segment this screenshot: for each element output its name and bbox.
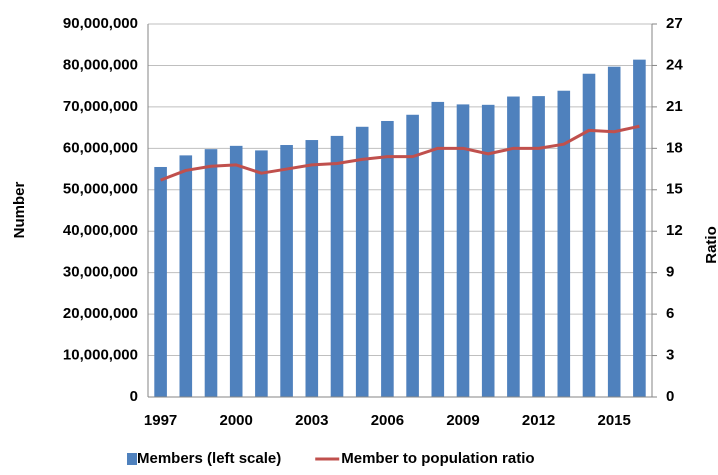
y2-tick-label: 18	[666, 139, 683, 156]
y2-tick-label: 0	[666, 388, 674, 405]
y-tick-label: 20,000,000	[63, 305, 138, 322]
y-tick-label: 50,000,000	[63, 181, 138, 198]
x-tick-label: 2003	[295, 412, 328, 429]
y2-tick-label: 27	[666, 15, 683, 32]
y2-tick-label: 24	[666, 56, 683, 73]
bar	[607, 66, 621, 397]
bar	[582, 73, 596, 397]
x-tick-label: 2000	[220, 412, 253, 429]
y2-tick-label: 15	[666, 181, 683, 198]
y2-tick-label: 9	[666, 264, 674, 281]
bar	[557, 90, 571, 397]
bar	[229, 145, 243, 397]
x-tick-label: 2006	[371, 412, 404, 429]
bar	[280, 145, 293, 397]
y-tick-label: 70,000,000	[63, 98, 138, 115]
y-axis-label: Number	[11, 182, 28, 239]
y-tick-label: 0	[130, 388, 138, 405]
y-tick-label: 90,000,000	[63, 15, 138, 32]
y-tick-label: 10,000,000	[63, 347, 138, 364]
y2-tick-label: 21	[666, 98, 683, 115]
y-tick-label: 30,000,000	[63, 264, 138, 281]
bar	[481, 104, 495, 398]
bar	[633, 59, 646, 398]
y-tick-label: 40,000,000	[63, 222, 138, 239]
legend-label: Member to population ratio	[341, 450, 534, 467]
bar	[431, 101, 445, 397]
line	[160, 124, 640, 182]
legend-label: Members (left scale)	[137, 450, 281, 467]
bar	[204, 149, 218, 397]
x-tick-label: 1997	[144, 412, 177, 429]
y-tick-label: 80,000,000	[63, 56, 138, 73]
x-tick-label: 2012	[522, 412, 555, 429]
bar	[179, 155, 193, 397]
x-tick-label: 2009	[446, 412, 479, 429]
bar	[381, 120, 394, 397]
y2-tick-label: 6	[666, 305, 674, 322]
y-tick-label: 60,000,000	[63, 139, 138, 156]
bar	[154, 166, 167, 397]
bar	[507, 96, 520, 398]
bar	[406, 114, 419, 397]
y2-axis-label: Ratio	[703, 226, 718, 264]
bar	[330, 135, 344, 397]
bar	[305, 140, 319, 398]
bar	[355, 126, 369, 397]
y2-tick-label: 3	[666, 347, 674, 364]
x-tick-label: 2015	[598, 412, 631, 429]
bar	[456, 104, 470, 397]
legend-swatch	[127, 453, 137, 465]
bar	[532, 96, 545, 397]
bar	[255, 150, 268, 397]
y2-tick-label: 12	[666, 222, 683, 239]
